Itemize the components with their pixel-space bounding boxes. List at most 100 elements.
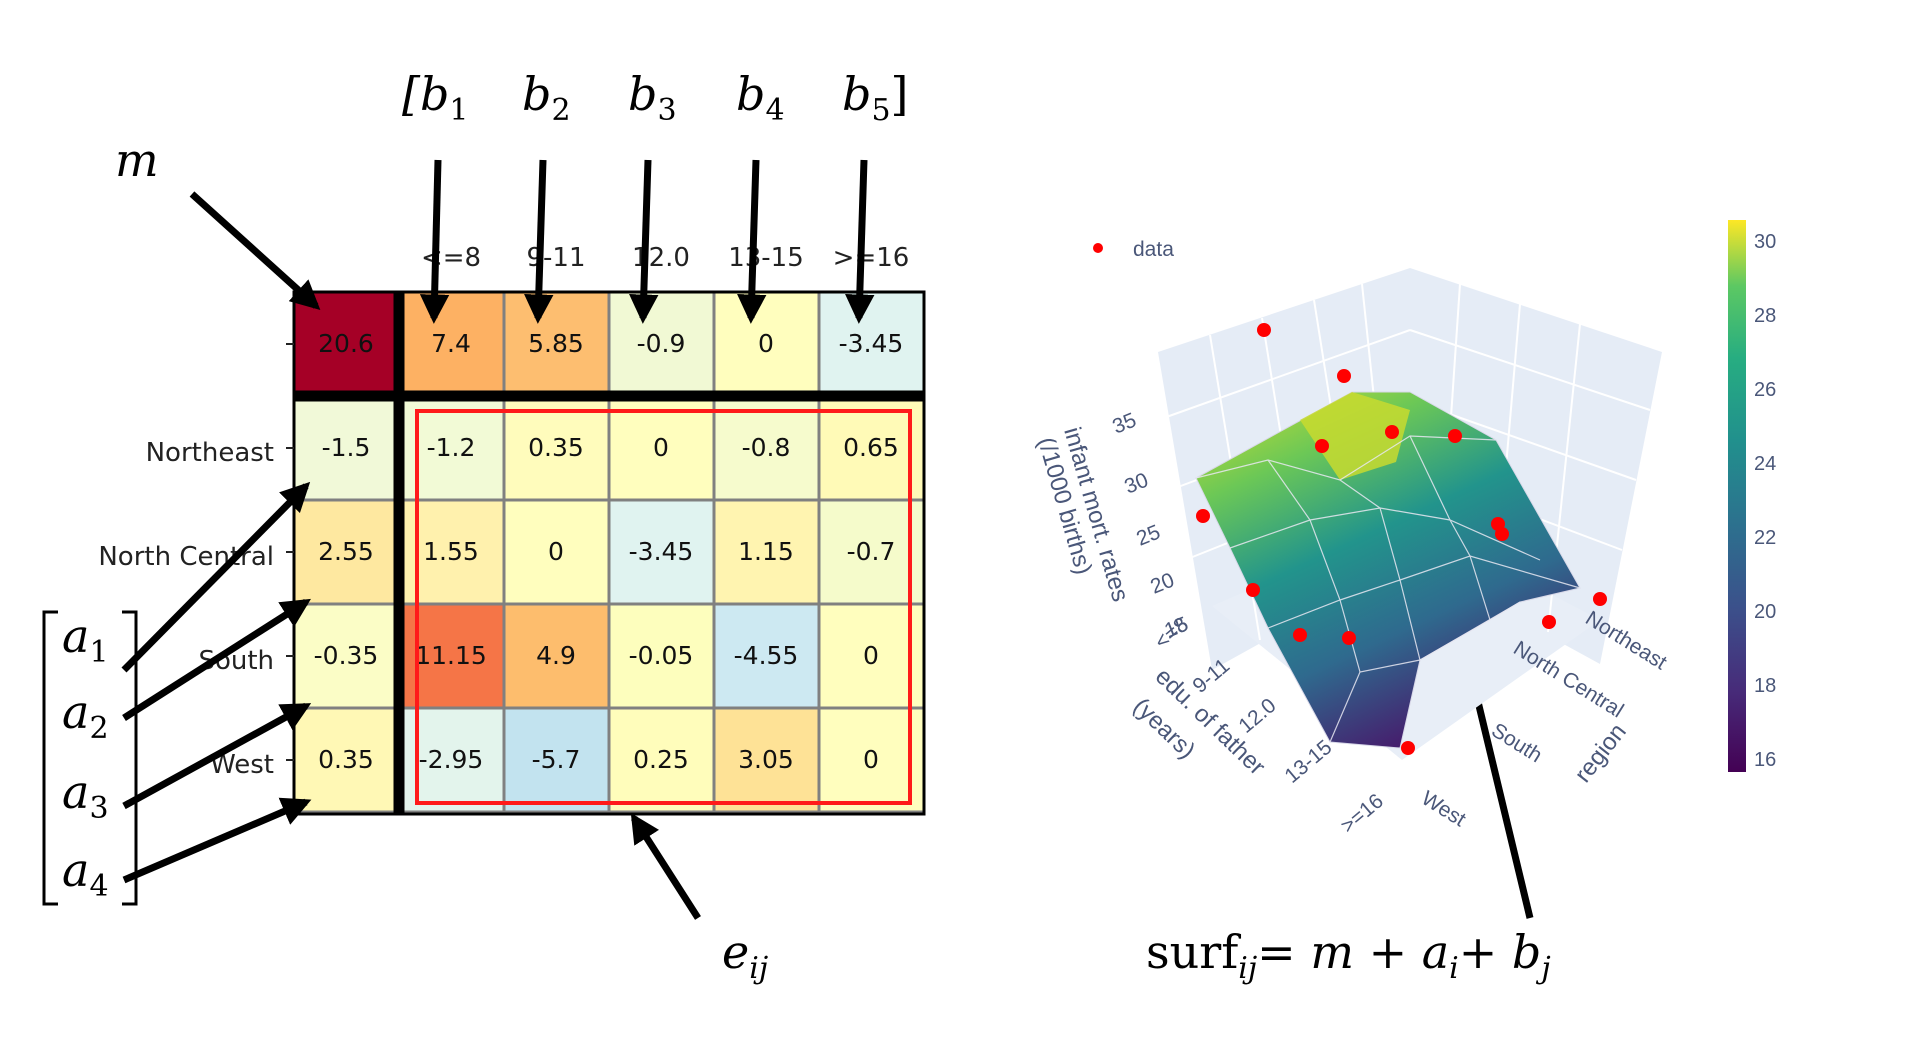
residual-value: 11.15: [415, 641, 487, 670]
z-axis: 35 30 25 20 15 infant mort. rates (/1000…: [1032, 409, 1191, 643]
b1-arrow: [419, 159, 450, 324]
a-subscript: 4: [89, 869, 108, 904]
row-effect-cell: [292, 602, 401, 710]
residual-cell: [817, 498, 926, 606]
column-effect-value: -0.9: [637, 329, 686, 358]
residual-value: 1.15: [738, 537, 794, 566]
a3-arrow: [122, 702, 312, 810]
row-effect-value: 0.35: [318, 745, 374, 774]
colorbar-ticks: 30 28 26 24 22 20 18 16: [1754, 231, 1776, 771]
a-label: a: [62, 609, 89, 663]
b4-arrow: [737, 159, 767, 324]
e-label: e: [722, 925, 749, 979]
surf-equation: = m + a: [1257, 925, 1449, 979]
b-bracket-close: ]: [891, 67, 909, 121]
x-tick: <=8: [1150, 613, 1193, 654]
a-label: a: [62, 765, 89, 819]
row-tick-marks: [286, 343, 294, 761]
colorbar-tick: 22: [1754, 527, 1776, 549]
svg-text:a1: a1: [62, 609, 109, 670]
colorbar-tick: 26: [1754, 379, 1776, 401]
residual-value: -0.05: [629, 641, 694, 670]
y-tick: South: [1487, 719, 1546, 768]
b-label: b: [522, 67, 551, 121]
z-tick: 25: [1133, 521, 1163, 551]
b-label: b: [736, 67, 765, 121]
colorbar-tick: 28: [1754, 305, 1776, 327]
colorbar-tick: 20: [1754, 601, 1776, 623]
b-label: b: [842, 67, 871, 121]
row-effect-value: 2.55: [318, 537, 374, 566]
a2-arrow: [122, 598, 311, 721]
b-labels: [b1 b2 b3 b4 b5]: [402, 67, 909, 128]
b5-arrow: [845, 159, 875, 324]
column-label: 13-15: [728, 243, 804, 273]
surf-label: surf: [1146, 925, 1241, 979]
column-label: 12.0: [632, 243, 690, 273]
residual-value: 4.9: [536, 641, 576, 670]
residual-value: 0: [548, 537, 564, 566]
svg-text:b2: b2: [522, 67, 571, 128]
data-point: [1257, 323, 1271, 337]
svg-text:a4: a4: [62, 843, 109, 904]
b-subscript: 2: [551, 93, 570, 128]
a-subscript: 2: [89, 711, 108, 746]
surface-gridlines: [1195, 435, 1581, 743]
legend-marker: [1093, 243, 1103, 253]
z-tick: 30: [1121, 469, 1151, 499]
x-tick: 12.0: [1234, 694, 1280, 738]
residual-value: 0.35: [528, 433, 584, 462]
residual-value: -0.7: [847, 537, 896, 566]
residual-value: -2.95: [419, 745, 484, 774]
a-subscript: 1: [89, 635, 108, 670]
row-label: Northeast: [146, 438, 274, 468]
e-arrow: [630, 813, 701, 920]
column-effect-value: 7.4: [431, 329, 471, 358]
residual-cell: [712, 602, 821, 710]
data-point: [1593, 592, 1607, 606]
column-label: 9-11: [526, 243, 585, 273]
y-tick: West: [1417, 787, 1470, 832]
table-cells: [292, 290, 926, 814]
b-label: b: [628, 67, 657, 121]
math-annotations: m [b1 b2 b3 b4 b5] a1 a2 a3 a4 eij surfi…: [42, 67, 1551, 986]
column-effect-value: 5.85: [528, 329, 584, 358]
data-point: [1315, 439, 1329, 453]
data-point: [1337, 369, 1351, 383]
residual-value: 3.05: [738, 745, 794, 774]
b2-arrow: [524, 159, 554, 324]
a1-arrow: [121, 481, 311, 673]
column-label: >=16: [833, 243, 910, 273]
data-points: [1196, 323, 1607, 755]
surface-peak: [1300, 392, 1410, 480]
svg-text:eij: eij: [722, 925, 768, 986]
e-subscript: ij: [749, 951, 768, 986]
residual-value: 0: [863, 641, 879, 670]
data-point: [1385, 425, 1399, 439]
data-point: [1495, 527, 1509, 541]
residual-value: -0.8: [742, 433, 791, 462]
b-subscript: 5: [871, 93, 890, 128]
data-point: [1293, 628, 1307, 642]
svg-text:b5]: b5]: [842, 67, 909, 128]
row-effect-value: -1.5: [322, 433, 371, 462]
m-arrow: [189, 191, 321, 310]
m-label: m: [115, 133, 159, 187]
residual-value: -3.45: [629, 537, 694, 566]
a-label: a: [62, 685, 89, 739]
residual-cell: [502, 706, 611, 814]
residual-value: 0: [653, 433, 669, 462]
residual-highlight-box: [415, 409, 912, 805]
residual-value: 0.25: [633, 745, 689, 774]
data-point: [1246, 583, 1260, 597]
x-tick: >=16: [1336, 789, 1387, 837]
colorbar-tick: 30: [1754, 231, 1776, 253]
y-axis-title: region: [1569, 718, 1631, 787]
b3-arrow: [629, 159, 659, 324]
b-subscript: 3: [657, 93, 676, 128]
colorbar-tick: 24: [1754, 453, 1776, 475]
y-tick: North Central: [1509, 637, 1627, 723]
svg-text:[b1: [b1: [402, 67, 469, 128]
svg-text:b4: b4: [736, 67, 785, 128]
